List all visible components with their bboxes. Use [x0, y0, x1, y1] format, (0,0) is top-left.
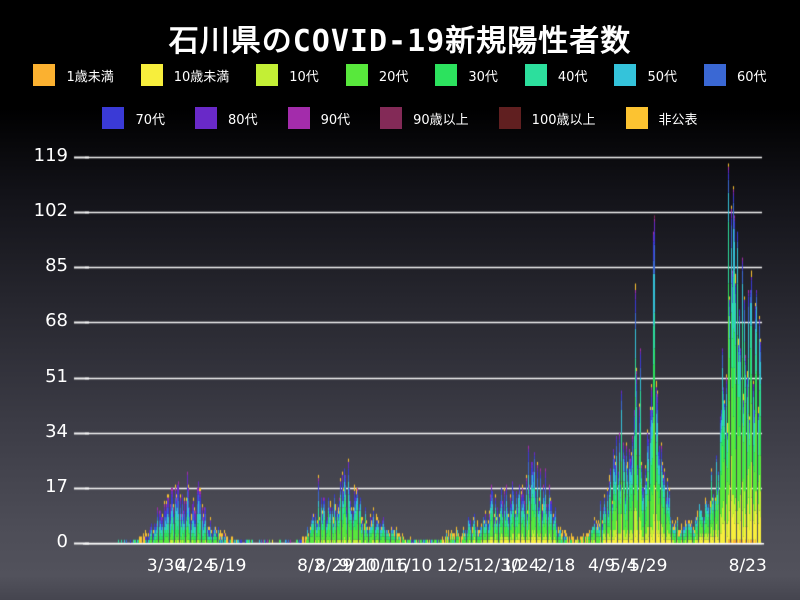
legend-swatch-icon — [102, 107, 125, 129]
legend-swatch-icon — [524, 64, 547, 86]
legend-swatch-icon — [256, 64, 279, 86]
x-tick-label: 2/18 — [537, 556, 576, 576]
x-tick-label: 8/29 — [315, 556, 354, 576]
x-tick-label: 5/19 — [208, 556, 247, 576]
x-tick-label: 5/4 — [610, 556, 638, 576]
y-tick-label: 17 — [45, 475, 68, 497]
x-tick-label: 3/30 — [146, 556, 186, 576]
x-tick-label: 9/20 — [338, 556, 377, 576]
y-tick-label: 85 — [45, 255, 68, 277]
legend-label: 80代 — [228, 112, 258, 128]
x-tick-label: 8/23 — [728, 556, 767, 576]
legend-row-1: 1歳未満 10歳未満 10代 20代 30代 40代 50代 60代 — [0, 64, 800, 86]
x-tick-label: 11/10 — [383, 556, 433, 576]
legend-swatch-icon — [287, 107, 310, 129]
legend-swatch-icon — [498, 107, 521, 129]
y-tick-label: 119 — [33, 145, 68, 166]
y-tick-label: 68 — [45, 310, 68, 332]
legend-swatch-icon — [345, 64, 368, 86]
y-tick-label: 0 — [56, 531, 68, 552]
legend-item-0: 1歳未満 — [33, 64, 114, 86]
legend-label: 40代 — [557, 69, 588, 85]
legend-label: 90代 — [320, 112, 351, 128]
x-tick-label: 8/2 — [297, 556, 325, 576]
legend-label: 非公表 — [658, 112, 698, 128]
legend-item-2: 10代 — [256, 64, 319, 86]
legend-swatch-icon — [435, 64, 458, 86]
x-tick-label: 10/16 — [358, 556, 408, 576]
legend-swatch-icon — [140, 64, 163, 86]
legend-label: 50代 — [647, 69, 677, 85]
legend-swatch-icon — [625, 107, 648, 129]
legend-item-5: 40代 — [524, 64, 588, 86]
chart-title: 石川県のCOVID-19新規陽性者数 — [168, 24, 632, 59]
legend-swatch-icon — [195, 107, 218, 129]
legend-item-8: 70代 — [102, 107, 165, 129]
legend-label: 10歳未満 — [173, 69, 230, 85]
legend-swatch-icon — [704, 64, 726, 86]
legend-item-3: 20代 — [345, 64, 409, 86]
legend-label: 1歳未満 — [66, 69, 114, 85]
legend-item-13: 非公表 — [625, 107, 698, 129]
x-tick-label: 4/24 — [176, 556, 215, 576]
legend-swatch-icon — [380, 107, 403, 129]
legend-item-7: 60代 — [704, 64, 767, 86]
legend-item-9: 80代 — [195, 107, 258, 129]
legend-item-11: 90歳以上 — [380, 107, 469, 129]
x-tick-label: 12/5 — [436, 556, 475, 576]
legend-row-2: 70代 80代 90代 90歳以上 100歳以上 非公表 — [0, 107, 800, 129]
y-tick-label: 34 — [45, 420, 68, 442]
x-tick-label: 12/30 — [472, 556, 522, 576]
y-tick-label: 102 — [33, 200, 68, 222]
legend-label: 100歳以上 — [531, 112, 596, 128]
legend-label: 70代 — [135, 112, 166, 128]
legend-label: 30代 — [468, 69, 498, 85]
legend-label: 20代 — [378, 69, 409, 85]
legend-item-1: 10歳未満 — [140, 64, 230, 86]
x-tick-label: 4/9 — [587, 556, 616, 576]
x-tick-label: 5/29 — [629, 556, 668, 576]
legend-item-4: 30代 — [435, 64, 498, 86]
legend-label: 10代 — [289, 69, 319, 85]
y-tick-label: 51 — [45, 365, 68, 387]
legend-item-6: 50代 — [614, 64, 677, 86]
legend-label: 60代 — [737, 69, 767, 85]
legend-label: 90歳以上 — [413, 112, 469, 128]
legend-item-10: 90代 — [287, 107, 351, 129]
legend-swatch-icon — [614, 64, 637, 86]
legend-swatch-icon — [33, 64, 56, 86]
x-tick-label: 1/24 — [501, 556, 540, 576]
legend-item-12: 100歳以上 — [498, 107, 596, 129]
